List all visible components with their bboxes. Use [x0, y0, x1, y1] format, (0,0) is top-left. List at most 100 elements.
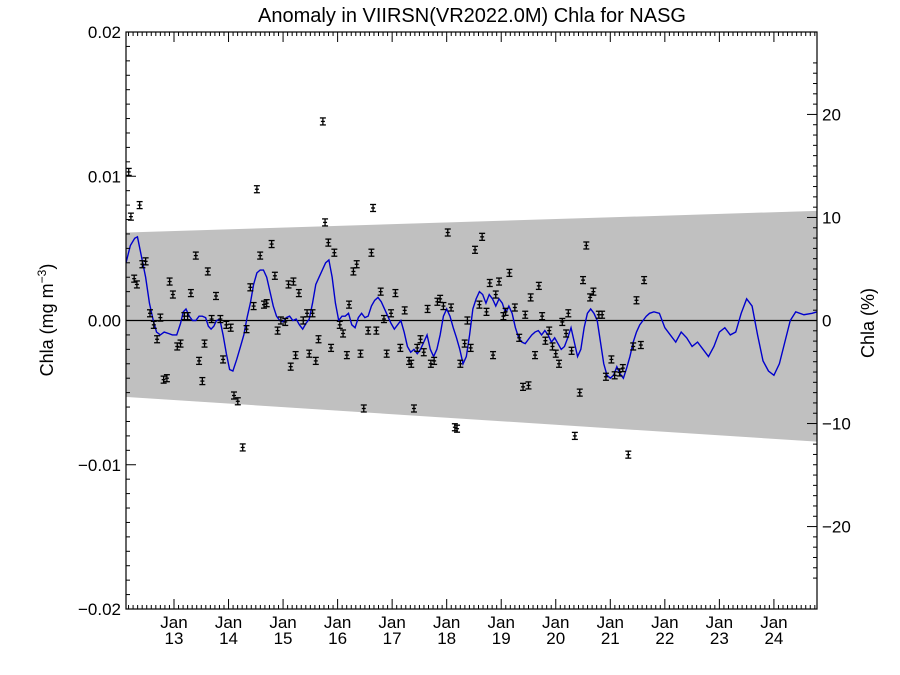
data-point [401, 306, 408, 315]
x-tick-year: 21 [601, 629, 620, 648]
data-point [444, 228, 451, 237]
data-point [546, 326, 553, 335]
data-point [506, 268, 513, 278]
data-point [177, 339, 184, 348]
data-point [282, 317, 289, 327]
x-tick-year: 22 [655, 629, 674, 648]
data-point [208, 314, 215, 324]
data-point [187, 288, 194, 298]
data-point [274, 326, 281, 335]
y-axis-title: Chla (mg m−3) [35, 264, 57, 377]
data-point [169, 290, 176, 299]
data-point [522, 310, 529, 319]
data-point [633, 296, 640, 305]
data-point [380, 314, 387, 324]
data-point [476, 300, 483, 309]
data-point [268, 239, 275, 249]
data-point [431, 356, 438, 366]
x-tick-month: Jan [324, 613, 351, 632]
data-point [525, 381, 532, 390]
data-point [448, 303, 455, 312]
plot-area [126, 117, 817, 459]
data-point [336, 320, 343, 329]
data-point [250, 301, 257, 311]
data-point [542, 336, 549, 345]
data-point [500, 312, 507, 321]
data-point [580, 275, 587, 285]
data-point [285, 280, 292, 289]
data-point [616, 368, 623, 377]
data-point [520, 382, 527, 392]
data-point [602, 372, 609, 381]
data-point [590, 287, 597, 296]
x-tick-year: 15 [274, 629, 293, 648]
data-point [204, 267, 211, 276]
x-tick-month: Jan [433, 613, 460, 632]
data-point [625, 450, 632, 459]
data-point [437, 294, 444, 304]
data-point [150, 320, 157, 329]
data-point [414, 343, 421, 353]
data-point [486, 278, 493, 288]
data-point [343, 350, 350, 360]
data-point [464, 316, 471, 325]
plot-content [126, 117, 817, 459]
data-point [565, 309, 572, 318]
data-point [637, 340, 644, 350]
data-point [377, 287, 384, 296]
data-point [217, 314, 224, 324]
data-point [271, 271, 278, 280]
data-point [309, 309, 316, 318]
x-tick-year: 23 [710, 629, 729, 648]
data-point [383, 349, 390, 358]
data-point [196, 356, 203, 366]
running-mean-line [126, 235, 817, 380]
data-point [368, 248, 375, 257]
data-point [340, 329, 347, 338]
data-point [133, 280, 140, 289]
data-point [223, 320, 230, 329]
data-point [552, 349, 559, 358]
data-point [312, 356, 319, 366]
data-point [576, 388, 583, 397]
x-tick-year: 20 [546, 629, 565, 648]
data-point [287, 362, 294, 371]
data-point [292, 350, 299, 360]
data-point [527, 293, 534, 302]
x-tick-month: Jan [651, 613, 678, 632]
data-point [199, 376, 206, 386]
y2-axis-title: Chla (%) [858, 288, 878, 358]
data-point [492, 290, 499, 299]
data-point [184, 312, 191, 321]
data-point [388, 309, 395, 318]
data-point [127, 212, 134, 221]
data-point [350, 267, 357, 276]
x-tick-year: 13 [165, 629, 184, 648]
x-tick-month: Jan [378, 613, 405, 632]
data-point [257, 251, 264, 260]
data-point [483, 307, 490, 316]
data-point [319, 117, 326, 126]
data-point [410, 404, 417, 413]
data-point [304, 309, 311, 318]
axes: −0.02−0.010.000.010.02−20−1001020Jan13Ja… [78, 23, 851, 648]
data-point [611, 371, 618, 380]
y-tick-label: 0.01 [88, 167, 121, 186]
data-point [234, 397, 241, 406]
x-tick-month: Jan [269, 613, 296, 632]
data-point [571, 431, 578, 441]
data-point [353, 260, 360, 269]
data-point [608, 355, 615, 364]
data-point [424, 304, 431, 314]
data-point [365, 326, 372, 335]
data-point [461, 339, 468, 348]
data-point [325, 238, 332, 247]
data-point [360, 404, 367, 413]
data-point [328, 343, 335, 353]
y2-tick-label: 20 [822, 105, 841, 124]
data-point [563, 329, 570, 338]
data-point [516, 333, 523, 342]
data-point [496, 277, 503, 286]
data-point [392, 288, 399, 298]
data-point [157, 313, 164, 322]
